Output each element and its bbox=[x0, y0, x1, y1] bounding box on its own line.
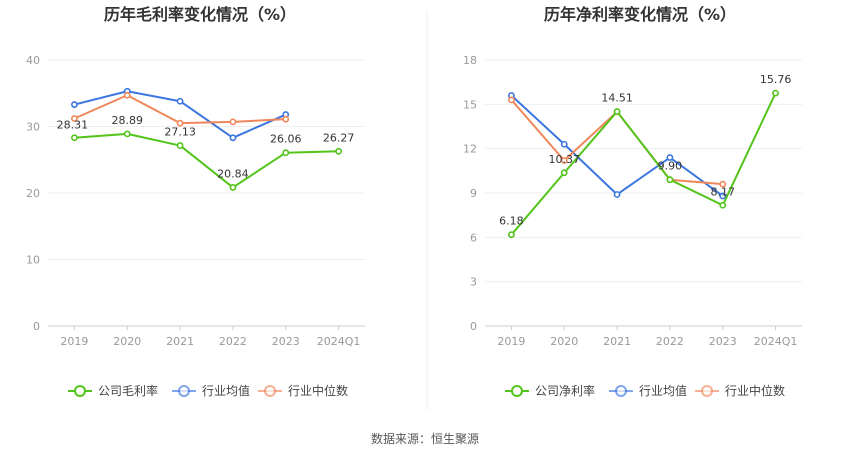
x-tick-label: 2024Q1 bbox=[317, 335, 361, 348]
net-margin-chart: 历年净利率变化情况（%） 0 3 6 9 12 15 18 2019 2020 2021 2022 20… bbox=[463, 5, 802, 398]
data-point-median[interactable] bbox=[282, 115, 290, 123]
y-tick-label: 9 bbox=[470, 187, 477, 200]
data-point-avg[interactable] bbox=[176, 97, 184, 105]
data-point-company[interactable] bbox=[719, 201, 727, 209]
legend-swatch-marker bbox=[74, 385, 86, 397]
data-point-company[interactable] bbox=[229, 184, 237, 191]
gross-margin-chart: 历年毛利率变化情况（%） 0 10 20 30 40 2019 2020 2021 2022 202… bbox=[26, 5, 365, 398]
y-tick-label: 0 bbox=[470, 320, 477, 333]
x-tick-label: 2022 bbox=[656, 335, 684, 348]
data-point-median[interactable] bbox=[229, 118, 237, 126]
data-point-median[interactable] bbox=[71, 115, 78, 122]
data-point-company[interactable] bbox=[71, 134, 78, 142]
legend-swatch-marker bbox=[615, 385, 627, 397]
legend-label-avg[interactable]: 行业均值 bbox=[202, 383, 250, 398]
data-point-company[interactable] bbox=[613, 108, 621, 115]
data-label: 26.27 bbox=[323, 131, 355, 144]
data-point-company[interactable] bbox=[560, 169, 568, 177]
legend-swatch-marker bbox=[264, 385, 276, 397]
x-tick-label: 2022 bbox=[219, 335, 247, 348]
legend-label-company[interactable]: 公司毛利率 bbox=[98, 383, 158, 398]
data-point-median[interactable] bbox=[560, 157, 568, 164]
data-point-median[interactable] bbox=[719, 180, 727, 188]
legend-swatch-marker bbox=[511, 385, 523, 397]
chart-title: 历年毛利率变化情况（%） bbox=[104, 5, 296, 24]
x-tick-label: 2020 bbox=[550, 335, 578, 348]
y-tick-label: 30 bbox=[26, 121, 40, 134]
y-tick-label: 6 bbox=[470, 231, 477, 244]
data-label: 14.51 bbox=[601, 92, 633, 105]
x-tick-label: 2019 bbox=[60, 335, 88, 348]
data-label: 6.18 bbox=[499, 215, 524, 228]
data-point-company[interactable] bbox=[772, 89, 779, 97]
y-tick-label: 15 bbox=[463, 98, 477, 111]
x-tick-label: 2023 bbox=[709, 335, 737, 348]
y-tick-label: 0 bbox=[33, 320, 40, 333]
x-tick-label: 2021 bbox=[603, 335, 631, 348]
source-label: 数据来源：恒生聚源 bbox=[371, 431, 479, 446]
legend-label-avg[interactable]: 行业均值 bbox=[639, 383, 687, 398]
series-line-company bbox=[510, 92, 777, 236]
data-point-median[interactable] bbox=[123, 91, 131, 99]
chart-title: 历年净利率变化情况（%） bbox=[544, 5, 736, 24]
data-point-median[interactable] bbox=[508, 96, 515, 104]
series-line-company bbox=[74, 132, 339, 189]
data-label: 8.17 bbox=[711, 185, 736, 198]
data-label: 9.90 bbox=[658, 160, 683, 173]
x-tick-label: 2021 bbox=[166, 335, 194, 348]
y-tick-label: 12 bbox=[463, 143, 477, 156]
y-tick-label: 40 bbox=[26, 54, 40, 67]
legend-label-median[interactable]: 行业中位数 bbox=[288, 383, 348, 398]
data-label: 26.06 bbox=[270, 133, 302, 146]
data-point-avg[interactable] bbox=[229, 134, 237, 142]
data-point-company[interactable] bbox=[666, 176, 674, 184]
x-tick-label: 2023 bbox=[272, 335, 300, 348]
data-label: 20.84 bbox=[217, 167, 249, 180]
data-label: 10.37 bbox=[549, 153, 581, 166]
x-tick-label: 2024Q1 bbox=[754, 335, 798, 348]
data-point-avg[interactable] bbox=[613, 191, 621, 198]
data-point-median[interactable] bbox=[176, 119, 184, 127]
data-point-company[interactable] bbox=[508, 231, 515, 239]
data-point-company[interactable] bbox=[176, 142, 184, 149]
data-label: 15.76 bbox=[760, 73, 792, 86]
data-label: 27.13 bbox=[164, 126, 196, 139]
y-tick-label: 20 bbox=[26, 187, 40, 200]
y-tick-label: 3 bbox=[470, 276, 477, 289]
data-label: 28.31 bbox=[57, 119, 89, 132]
data-point-avg[interactable] bbox=[71, 101, 78, 108]
data-label: 28.89 bbox=[112, 114, 144, 127]
y-tick-label: 10 bbox=[26, 254, 40, 267]
legend-label-company[interactable]: 公司净利率 bbox=[535, 383, 595, 398]
legend-swatch-marker bbox=[178, 385, 190, 397]
legend-label-median[interactable]: 行业中位数 bbox=[725, 383, 785, 398]
y-tick-label: 18 bbox=[463, 54, 477, 67]
data-point-avg[interactable] bbox=[560, 140, 568, 148]
legend-swatch-marker bbox=[701, 385, 713, 397]
x-tick-label: 2020 bbox=[113, 335, 141, 348]
data-point-avg[interactable] bbox=[719, 192, 727, 200]
x-tick-label: 2019 bbox=[497, 335, 525, 348]
data-point-company[interactable] bbox=[282, 149, 290, 157]
data-point-company[interactable] bbox=[335, 147, 342, 155]
data-point-company[interactable] bbox=[123, 130, 131, 138]
data-point-avg[interactable] bbox=[666, 154, 674, 161]
